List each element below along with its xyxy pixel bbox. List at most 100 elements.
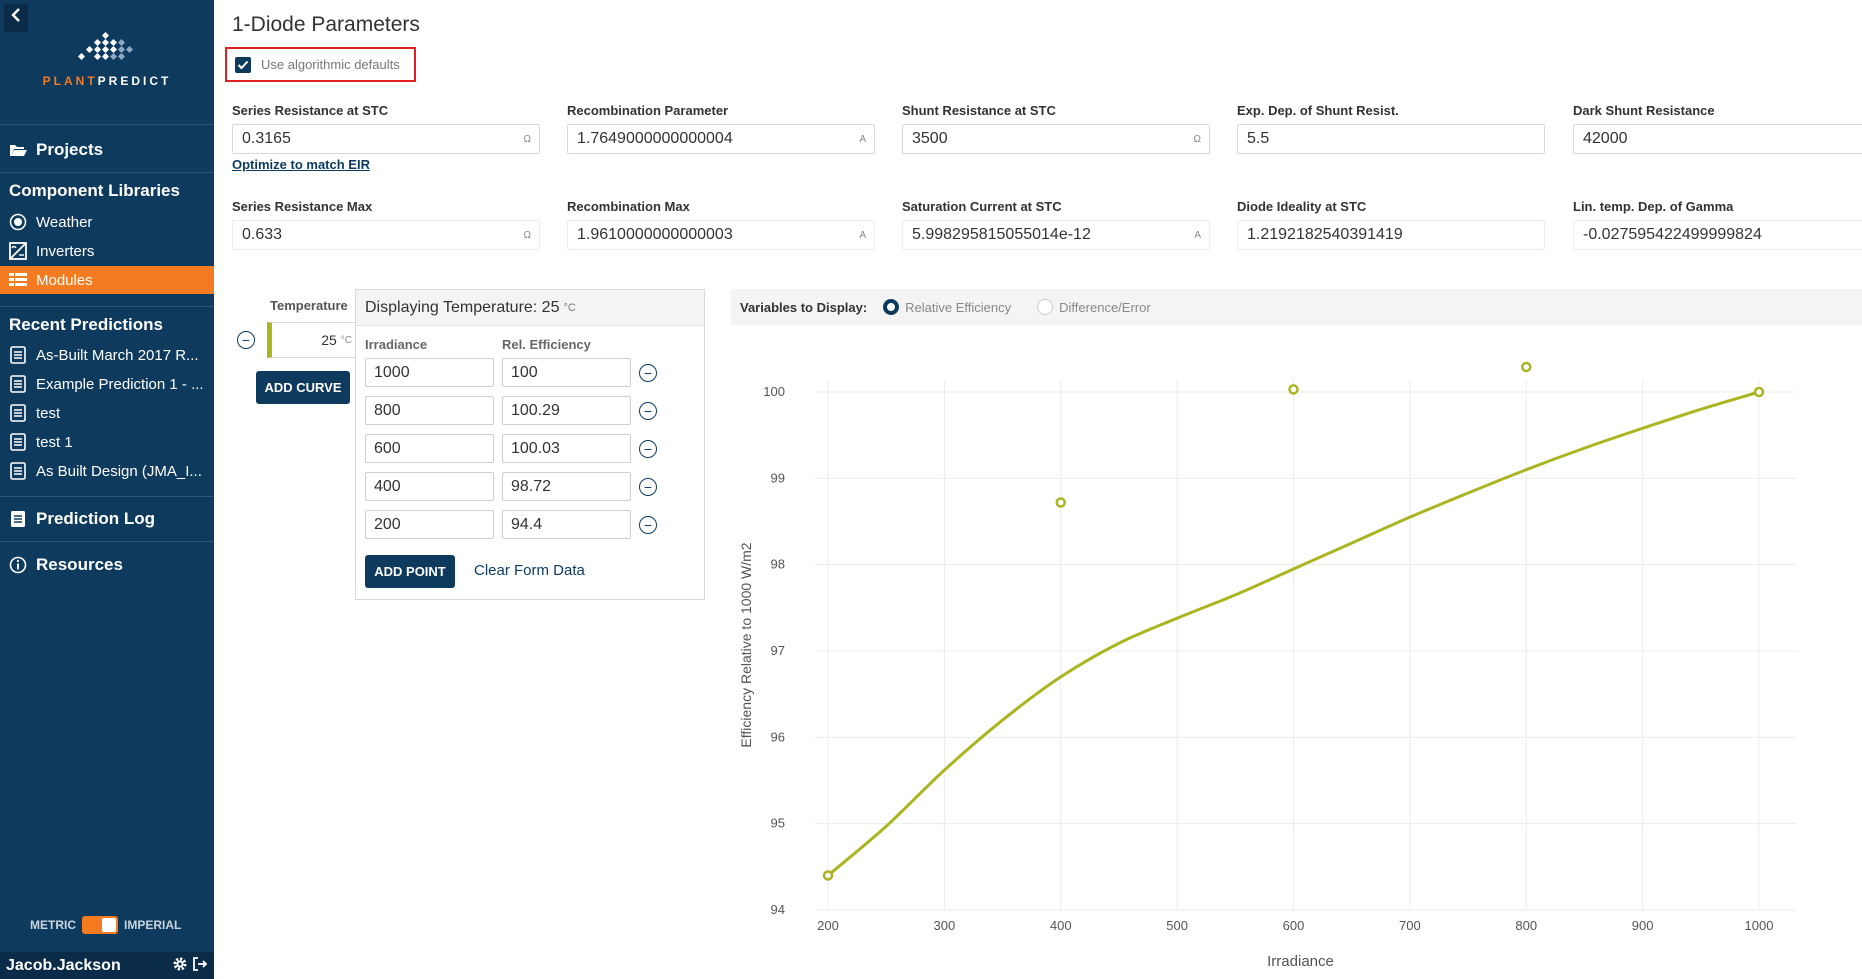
remove-point-button[interactable]: −: [639, 477, 657, 496]
efficiency-field[interactable]: 100: [502, 358, 631, 387]
remove-curve-button[interactable]: −: [237, 331, 255, 349]
x-tick-label: 600: [1283, 918, 1305, 933]
exp-dep-shunt-field[interactable]: 5.5: [1237, 124, 1545, 154]
remove-point-button[interactable]: −: [639, 515, 657, 534]
recent-prediction-item[interactable]: Example Prediction 1 - ...: [0, 370, 214, 398]
x-tick-label: 500: [1166, 918, 1188, 933]
algorithmic-defaults-label: Use algorithmic defaults: [261, 57, 400, 72]
point-row: 400 98.72 −: [365, 472, 657, 501]
x-tick-label: 300: [934, 918, 956, 933]
x-tick-label: 1000: [1745, 918, 1774, 933]
collapse-sidebar-button[interactable]: [4, 4, 28, 32]
efficiency-field[interactable]: 100.03: [502, 434, 631, 463]
x-tick-label: 900: [1632, 918, 1654, 933]
param-lin-temp-gamma: Lin. temp. Dep. of Gamma -0.027595422499…: [1573, 199, 1862, 250]
saturation-current-field[interactable]: 5.998295815055014e-12 A: [902, 220, 1210, 250]
document-icon: [9, 404, 27, 422]
recent-prediction-item[interactable]: As-Built March 2017 R...: [0, 341, 214, 369]
sidebar-divider: [0, 124, 214, 125]
logo: PLANTPREDICT: [0, 32, 214, 88]
point-row: 800 100.29 −: [365, 396, 657, 425]
recent-prediction-item[interactable]: test 1: [0, 428, 214, 456]
series-resistance-stc-field[interactable]: 0.3165 Ω: [232, 124, 540, 154]
efficiency-field[interactable]: 100.29: [502, 396, 631, 425]
x-tick-label: 200: [817, 918, 839, 933]
data-point: [1288, 384, 1299, 395]
nav-prediction-log[interactable]: Prediction Log: [0, 505, 214, 533]
data-point: [822, 870, 834, 881]
irradiance-field[interactable]: 1000: [365, 358, 494, 387]
minus-icon: −: [643, 402, 653, 419]
remove-point-button[interactable]: −: [639, 401, 657, 420]
irradiance-field[interactable]: 400: [365, 472, 494, 501]
param-series-resistance-stc: Series Resistance at STC 0.3165 Ω: [232, 103, 540, 154]
unit-toggle: METRIC IMPERIAL: [30, 916, 181, 934]
document-icon: [9, 462, 27, 480]
main-content: 1-Diode Parameters Use algorithmic defau…: [214, 0, 1862, 979]
radio-selected-icon: [883, 299, 900, 315]
recombination-parameter-field[interactable]: 1.7649000000000004 A: [567, 124, 875, 154]
sidebar: PLANTPREDICT Projects Component Librarie…: [0, 0, 214, 979]
irradiance-field[interactable]: 800: [365, 396, 494, 425]
optimize-eir-link[interactable]: Optimize to match EIR: [232, 157, 370, 172]
add-point-button[interactable]: ADD POINT: [365, 555, 455, 588]
sidebar-item-inverters[interactable]: Inverters: [0, 237, 214, 265]
lin-temp-gamma-field[interactable]: -0.027595422499999824: [1573, 220, 1862, 250]
dark-shunt-resistance-field[interactable]: 42000: [1573, 124, 1862, 154]
efficiency-chart: 200 300 400 500 600 700 800 900 1000 94 95 96 97 98 99…: [738, 361, 1796, 970]
user-bar: Jacob.Jackson: [0, 952, 214, 979]
y-tick-label: 99: [771, 470, 785, 485]
irradiance-column-label: Irradiance: [365, 337, 428, 352]
irradiance-field[interactable]: 600: [365, 434, 494, 463]
sidebar-item-weather[interactable]: Weather: [0, 208, 214, 236]
remove-point-button[interactable]: −: [639, 439, 657, 458]
points-panel-title: Displaying Temperature: 25 °C: [356, 290, 704, 326]
temperature-curve-row: − 25 °C: [237, 322, 361, 358]
data-point: [1521, 361, 1532, 373]
shunt-resistance-stc-field[interactable]: 3500 Ω: [902, 124, 1210, 154]
logout-icon[interactable]: [192, 956, 208, 977]
param-recombination: Recombination Parameter 1.76490000000000…: [567, 103, 875, 154]
efficiency-field[interactable]: 98.72: [502, 472, 631, 501]
clear-form-data-link[interactable]: Clear Form Data: [474, 562, 585, 579]
efficiency-column-label: Rel. Efficiency: [502, 337, 591, 352]
param-saturation-current: Saturation Current at STC 5.998295815055…: [902, 199, 1210, 250]
brand-wordmark: PLANTPREDICT: [42, 74, 172, 88]
irradiance-field[interactable]: 200: [365, 510, 494, 539]
efficiency-field[interactable]: 94.4: [502, 510, 631, 539]
nav-projects[interactable]: Projects: [0, 136, 214, 164]
add-curve-button[interactable]: ADD CURVE: [256, 371, 350, 404]
minus-icon: −: [643, 440, 653, 457]
minus-icon: −: [643, 478, 653, 495]
recent-prediction-item[interactable]: test: [0, 399, 214, 427]
temperature-curve-field[interactable]: 25 °C: [267, 322, 361, 358]
recent-prediction-item[interactable]: As Built Design (JMA_I...: [0, 457, 214, 485]
sidebar-item-modules[interactable]: Modules: [0, 266, 214, 294]
diode-ideality-field[interactable]: 1.2192182540391419: [1237, 220, 1545, 250]
recombination-max-field[interactable]: 1.9610000000000003 A: [567, 220, 875, 250]
y-tick-label: 100: [763, 384, 785, 399]
folder-open-icon: [9, 141, 27, 159]
series-resistance-max-field[interactable]: 0.633 Ω: [232, 220, 540, 250]
y-axis-title: Efficiency Relative to 1000 W/m2: [738, 542, 754, 747]
gear-icon[interactable]: [172, 956, 188, 977]
radio-unselected-icon: [1037, 299, 1054, 315]
radio-difference-error[interactable]: Difference/Error: [1037, 299, 1151, 315]
nav-resources[interactable]: Resources: [0, 551, 214, 579]
document-icon: [9, 346, 27, 364]
remove-point-button[interactable]: −: [639, 363, 657, 382]
module-grid-icon: [9, 271, 27, 289]
algorithmic-defaults-checkbox[interactable]: [235, 56, 251, 73]
param-dark-shunt: Dark Shunt Resistance 42000: [1573, 103, 1862, 154]
unit-toggle-switch[interactable]: [82, 916, 118, 934]
point-row: 1000 100 −: [365, 358, 657, 387]
y-tick-label: 95: [771, 816, 785, 831]
x-axis-title: Irradiance: [1267, 953, 1334, 970]
x-tick-label: 400: [1050, 918, 1072, 933]
document-icon: [9, 375, 27, 393]
y-tick-label: 98: [771, 557, 785, 572]
param-recombination-max: Recombination Max 1.9610000000000003 A: [567, 199, 875, 250]
sidebar-divider: [0, 541, 214, 542]
sidebar-divider: [0, 496, 214, 497]
radio-relative-efficiency[interactable]: Relative Efficiency: [883, 299, 1011, 315]
